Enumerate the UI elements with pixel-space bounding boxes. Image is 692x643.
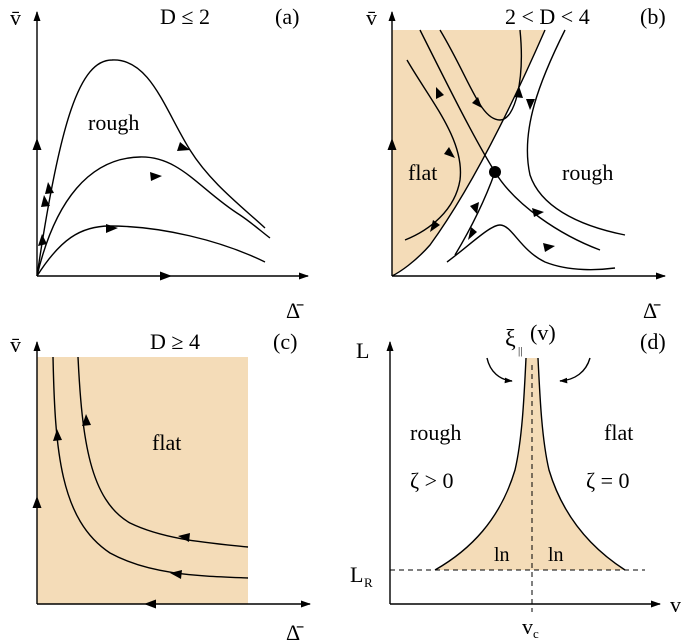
panel-d-cusp-right-edge xyxy=(537,357,626,571)
panel-b-arrow-8 xyxy=(430,220,440,232)
panel-a-curve-inner-arrow-1 xyxy=(38,234,47,246)
panel-d-flat-label: flat xyxy=(604,420,633,445)
panel-a-x-axis-label: Δ̄ xyxy=(286,298,304,323)
panel-c-curve-outer-arrow-1 xyxy=(82,414,91,426)
panel-d-xi-symbol: ξ xyxy=(505,326,516,352)
panel-b-arrow-4 xyxy=(514,86,523,98)
panel-d-rough-condition: ζ > 0 xyxy=(410,468,454,493)
panel-d-xi-argument: (v) xyxy=(530,320,556,345)
panel-c-curve-inner-arrow-1 xyxy=(53,429,62,441)
panel-a: v̄ Δ̄ D ≤ 2 (a) rough xyxy=(10,4,309,323)
panel-d-lr-sub: R xyxy=(364,575,373,590)
panel-a-rough-label: rough xyxy=(88,110,139,135)
panel-d-lr-label: L R xyxy=(350,562,373,590)
panel-d-xi-arrow-left xyxy=(486,357,513,384)
panel-a-curve-outer-arrow-1 xyxy=(45,182,54,194)
panel-d-vc-sub: c xyxy=(533,626,539,641)
panel-c-condition: D ≥ 4 xyxy=(150,329,200,354)
panel-a-curve-middle-arrow-2 xyxy=(150,172,162,181)
panel-c-y-axis-flow-arrow xyxy=(32,496,42,508)
panel-a-flow-curve-inner xyxy=(36,225,266,277)
panel-d-y-axis-label: L xyxy=(356,338,369,363)
panel-b-y-axis-flow-arrow xyxy=(387,138,397,150)
panel-c-flat-region xyxy=(37,357,248,604)
panel-b-arrow-7 xyxy=(470,202,479,214)
panel-d-tag: (d) xyxy=(640,329,666,354)
panel-c-flat-label: flat xyxy=(152,430,181,455)
panel-b-flat-label: flat xyxy=(408,160,437,185)
panel-d-rough-label: rough xyxy=(410,420,461,445)
panel-b-arrow-6 xyxy=(532,208,544,217)
panel-b-arrow-9 xyxy=(468,227,477,240)
panel-d-ln-right: ln xyxy=(548,544,564,566)
panel-d-flat-cusp-region xyxy=(435,358,625,570)
panel-b-flat-region xyxy=(392,30,545,276)
panel-d-xi-arrow-right xyxy=(559,357,591,384)
panel-d-vc-main: v xyxy=(522,614,533,639)
panel-c-flow-curve-inner xyxy=(52,356,249,579)
panel-d-x-axis-label: v xyxy=(670,592,681,617)
panel-d-ln-left: ln xyxy=(494,544,510,566)
panel-c-x-axis-flow-arrow xyxy=(144,599,156,609)
panel-a-flow-curve-middle xyxy=(36,156,271,277)
panel-d-flat-condition: ζ = 0 xyxy=(586,468,630,493)
panel-d-vc-label: v c xyxy=(522,614,539,641)
panel-b-x-axis-label: Δ̄ xyxy=(643,298,661,323)
panel-c: v̄ Δ̄ D ≥ 4 (c) flat xyxy=(10,329,311,643)
panel-a-flow-curve-outer xyxy=(36,59,266,277)
panel-d-xi-label: ξ || (v) xyxy=(505,320,556,357)
panel-b: v̄ Δ̄ 2 < D < 4 (b) flat rough xyxy=(366,4,666,323)
panel-a-curve-inner-arrow-2 xyxy=(106,224,118,233)
panel-a-curve-outer-arrow-2 xyxy=(177,142,190,151)
panel-c-curve-outer-arrow-2 xyxy=(178,533,190,542)
panel-b-y-axis-label: v̄ xyxy=(366,5,377,30)
panel-a-y-axis-label: v̄ xyxy=(10,5,21,30)
panel-c-curve-inner-arrow-2 xyxy=(170,570,182,579)
panel-b-condition: 2 < D < 4 xyxy=(505,4,590,29)
panel-b-separatrix xyxy=(391,29,546,277)
panel-b-flow-right-1 xyxy=(526,29,626,236)
panel-a-y-axis-flow-arrow xyxy=(32,138,42,150)
panel-b-arrow-3 xyxy=(472,97,482,108)
panel-c-y-axis-label: v̄ xyxy=(10,332,21,357)
panel-b-tag: (b) xyxy=(640,4,666,29)
panel-d-xi-subscript: || xyxy=(518,345,522,357)
panel-d: L v (d) ξ || (v) L R v c rough ζ > 0 fla… xyxy=(350,320,681,641)
panel-a-curve-middle-arrow-1 xyxy=(41,195,50,207)
panel-b-flow-bottom-n xyxy=(446,224,616,271)
panel-d-cusp-left-edge xyxy=(434,357,527,571)
panel-a-tag: (a) xyxy=(275,4,299,29)
panel-a-condition: D ≤ 2 xyxy=(160,4,210,29)
panel-b-arrow-10 xyxy=(543,243,555,252)
panel-b-arrow-5 xyxy=(526,99,535,110)
panel-c-tag: (c) xyxy=(273,329,297,354)
panel-b-flow-left-1 xyxy=(404,59,462,241)
panel-b-rough-label: rough xyxy=(562,160,613,185)
panel-b-arrow-2 xyxy=(444,147,455,158)
panel-b-flow-top-u xyxy=(439,29,522,121)
panel-b-arrow-1 xyxy=(436,87,444,99)
panel-b-flow-bottom-into-fp xyxy=(454,171,496,256)
panel-c-x-axis-label: Δ̄ xyxy=(286,620,304,643)
panel-a-x-axis-flow-arrow xyxy=(160,271,172,281)
panel-d-lr-main: L xyxy=(350,562,363,587)
panel-b-flow-diagonal xyxy=(419,29,601,251)
panel-c-flow-curve-outer xyxy=(77,356,249,548)
